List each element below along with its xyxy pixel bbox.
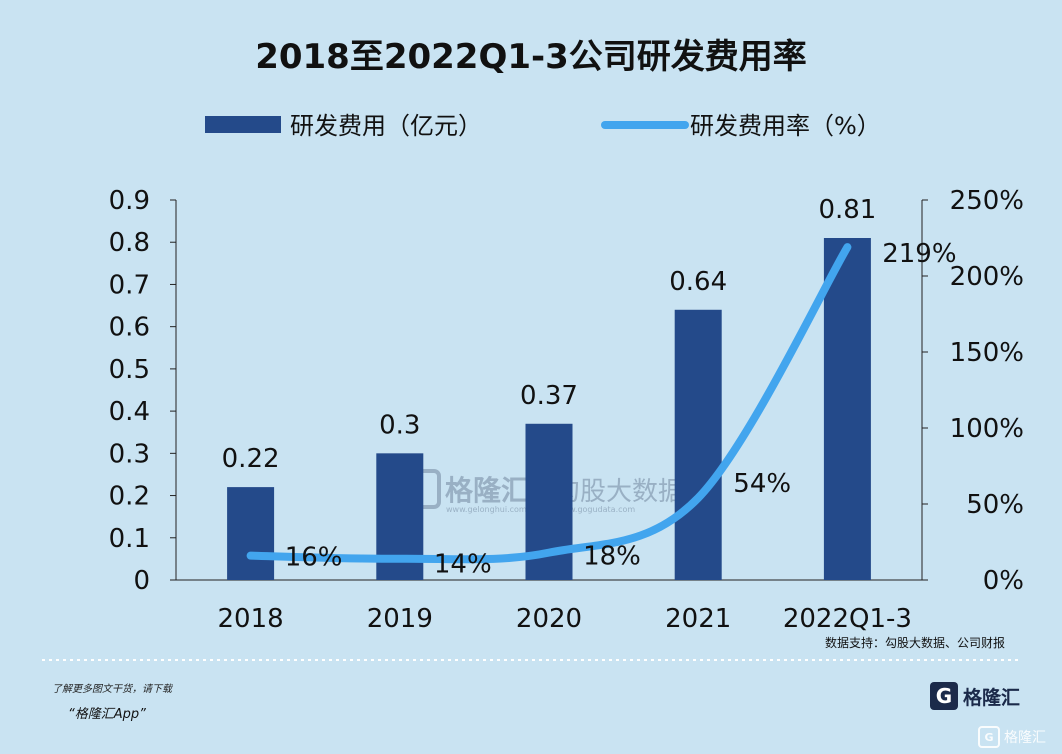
footer-app-name: “格隆汇App”	[68, 707, 146, 722]
watermark: 格隆汇 www.gelonghui.com 勾股大数据 www.gogudata…	[401, 469, 684, 514]
logo-icon: G	[930, 682, 958, 710]
bar-value-label: 0.64	[669, 267, 727, 297]
right-tick-label: 50%	[966, 490, 1024, 520]
logo-text: 格隆汇	[963, 686, 1021, 709]
bar-value-label: 0.81	[818, 195, 876, 225]
left-tick-label: 0.2	[109, 482, 150, 512]
left-tick-label: 0	[133, 566, 150, 596]
bar-value-label: 0.37	[520, 381, 578, 411]
left-tick-label: 0.7	[109, 270, 150, 300]
rate-value-label: 16%	[285, 543, 343, 573]
left-tick-label: 0.4	[109, 397, 150, 427]
rate-line	[246, 243, 852, 564]
left-tick-label: 0.3	[109, 439, 150, 469]
footer-logo: G 格隆汇	[930, 682, 1020, 710]
watermark-brand: 格隆汇	[445, 474, 529, 507]
corner-watermark-text: 格隆汇	[1004, 730, 1046, 746]
bar	[227, 487, 275, 580]
left-tick-label: 0.5	[109, 355, 150, 385]
rate-value-label: 14%	[434, 550, 492, 580]
x-tick-label: 2022Q1-3	[783, 604, 912, 634]
x-tick-label: 2020	[516, 604, 582, 634]
x-tick-label: 2018	[218, 604, 284, 634]
rate-value-label: 219%	[882, 239, 956, 269]
source-note: 数据支持：勾股大数据、公司财报	[825, 635, 1005, 650]
footer-download-note: 了解更多图文干货，请下载	[52, 684, 172, 695]
watermark-brand2: 勾股大数据	[554, 477, 684, 507]
corner-logo-icon: G	[978, 726, 1000, 748]
legend-bar-label: 研发费用（亿元）	[290, 112, 482, 140]
watermark-url2: www.gogudata.com	[556, 505, 635, 514]
bar	[674, 309, 722, 580]
left-tick-label: 0.6	[109, 313, 150, 343]
left-tick-label: 0.1	[109, 524, 150, 554]
right-tick-label: 200%	[950, 262, 1024, 292]
chart-title: 2018至2022Q1-3公司研发费用率	[255, 37, 807, 77]
left-tick-label: 0.9	[109, 186, 150, 216]
legend: 研发费用（亿元） 研发费用率（%）	[205, 112, 881, 140]
right-tick-label: 0%	[983, 566, 1024, 596]
legend-bar-swatch	[205, 116, 281, 133]
x-tick-label: 2019	[367, 604, 433, 634]
watermark-url: www.gelonghui.com	[446, 505, 527, 514]
left-tick-label: 0.8	[109, 228, 150, 258]
corner-watermark: G 格隆汇	[978, 726, 1046, 748]
rate-value-label: 18%	[583, 542, 641, 572]
legend-line-label: 研发费用率（%）	[690, 112, 881, 140]
bar-value-label: 0.22	[222, 444, 280, 474]
rate-value-label: 54%	[733, 469, 791, 499]
bar-value-label: 0.3	[379, 410, 420, 440]
right-tick-label: 100%	[950, 414, 1024, 444]
bar	[823, 238, 871, 580]
right-tick-label: 250%	[950, 186, 1024, 216]
right-tick-label: 150%	[950, 338, 1024, 368]
x-tick-label: 2021	[665, 604, 731, 634]
